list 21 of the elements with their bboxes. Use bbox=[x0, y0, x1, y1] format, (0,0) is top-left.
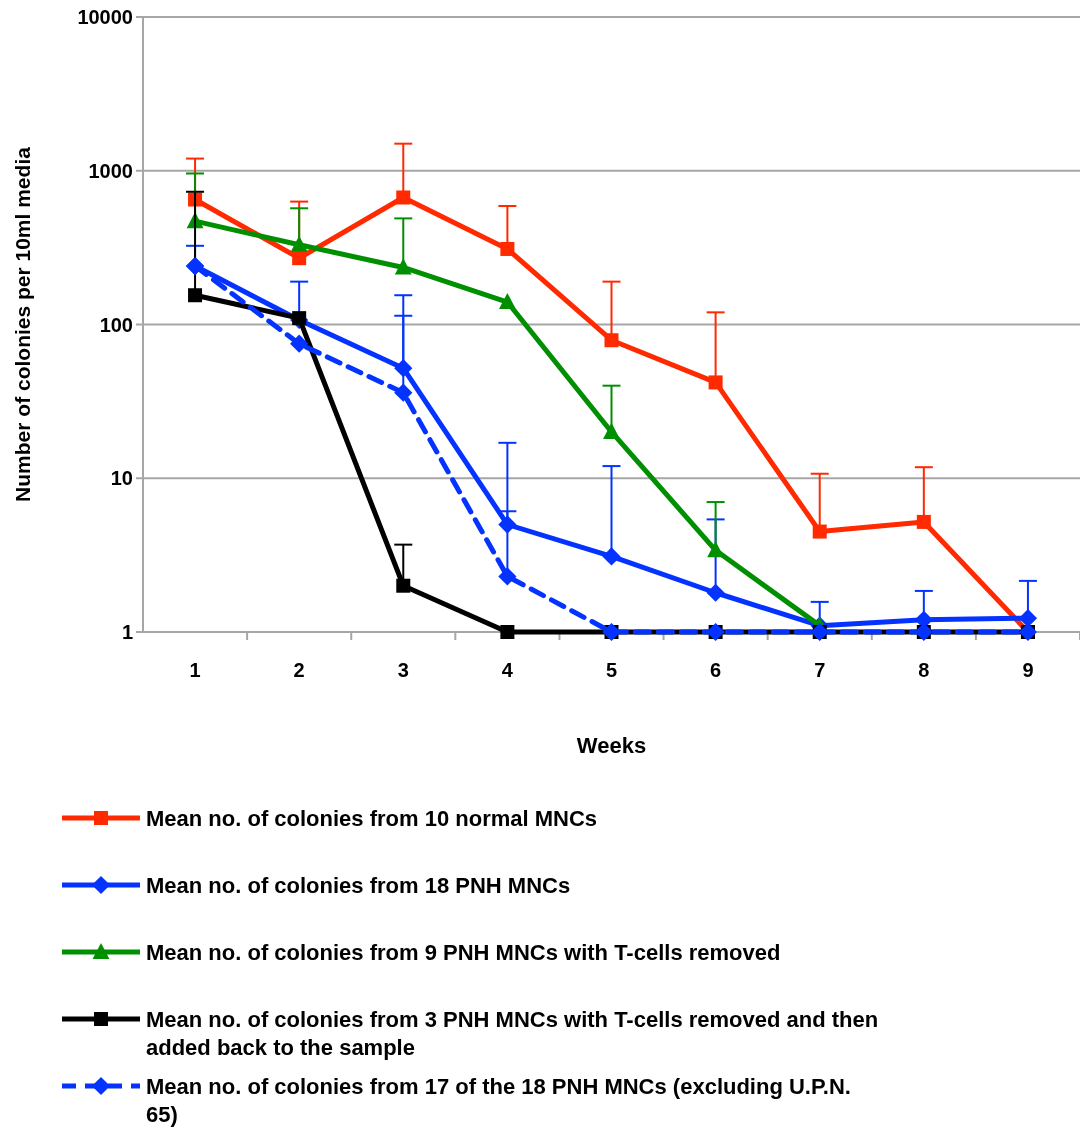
x-axis-title: Weeks bbox=[576, 733, 647, 758]
x-tick-label: 4 bbox=[501, 659, 514, 681]
legend-label: Mean no. of colonies from 3 PNH MNCs with T-cells removed and then added back to the sample bbox=[146, 1007, 879, 1060]
x-tick-label: 5 bbox=[605, 659, 618, 681]
y-axis-title: Number of colonies per 10ml media bbox=[11, 146, 34, 502]
x-tick-label: 8 bbox=[918, 659, 930, 681]
y-tick-label: 1 bbox=[121, 621, 133, 643]
legend-label: Mean no. of colonies from 18 PNH MNCs bbox=[146, 873, 571, 898]
x-tick-label: 6 bbox=[710, 659, 722, 681]
y-tick-label: 1000 bbox=[88, 159, 133, 182]
x-tick-label: 1 bbox=[189, 659, 201, 681]
legend-label: Mean no. of colonies from 9 PNH MNCs with T-cells removed bbox=[146, 940, 781, 965]
x-tick-label: 7 bbox=[814, 659, 826, 681]
x-tick-label: 3 bbox=[397, 659, 409, 681]
legend-label: Mean no. of colonies from 10 normal MNCs bbox=[146, 806, 598, 831]
x-tick-label: 2 bbox=[293, 659, 305, 681]
x-tick-label: 9 bbox=[1022, 659, 1034, 681]
y-tick-label: 100 bbox=[99, 313, 133, 336]
y-tick-label: 10000 bbox=[77, 6, 133, 28]
legend-label: Mean no. of colonies from 17 of the 18 PNH MNCs (excluding U.P.N. 65) bbox=[146, 1074, 851, 1127]
y-tick-label: 10 bbox=[110, 467, 133, 490]
